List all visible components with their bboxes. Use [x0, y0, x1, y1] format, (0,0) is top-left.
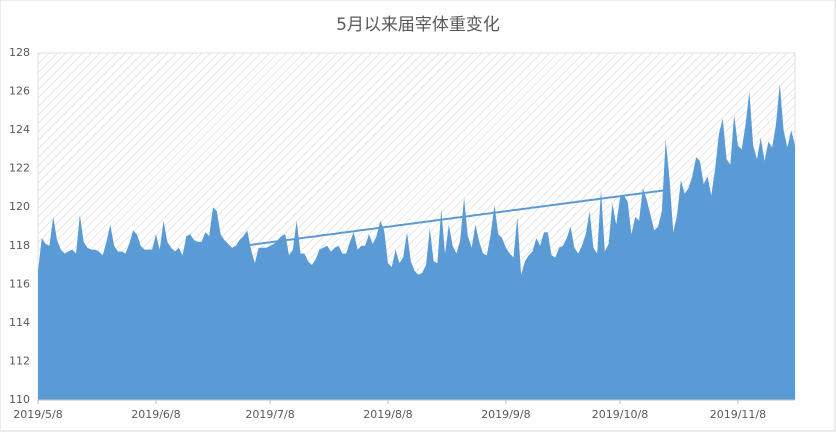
y-tick-label: 124 — [9, 123, 30, 136]
y-tick-label: 120 — [9, 200, 30, 213]
x-tick-label: 2019/10/8 — [592, 408, 648, 421]
y-tick-label: 126 — [9, 85, 30, 98]
y-tick-label: 110 — [9, 393, 30, 406]
y-tick-label: 114 — [9, 316, 30, 329]
x-tick-label: 2019/11/8 — [710, 408, 766, 421]
trend-line — [243, 188, 670, 247]
x-tick-label: 2019/7/8 — [245, 408, 294, 421]
chart-title: 5月以来届宰体重变化 — [336, 15, 500, 35]
x-tick-label: 2019/8/8 — [363, 408, 412, 421]
y-tick-label: 112 — [9, 354, 30, 367]
y-tick-label: 122 — [9, 162, 30, 175]
area — [38, 83, 795, 400]
y-tick-label: 118 — [9, 239, 30, 252]
x-tick-label: 2019/9/8 — [481, 408, 530, 421]
x-tick-label: 2019/5/8 — [13, 408, 62, 421]
y-tick-label: 116 — [9, 277, 30, 290]
y-tick-label: 128 — [9, 46, 30, 59]
x-tick-label: 2019/6/8 — [131, 408, 180, 421]
